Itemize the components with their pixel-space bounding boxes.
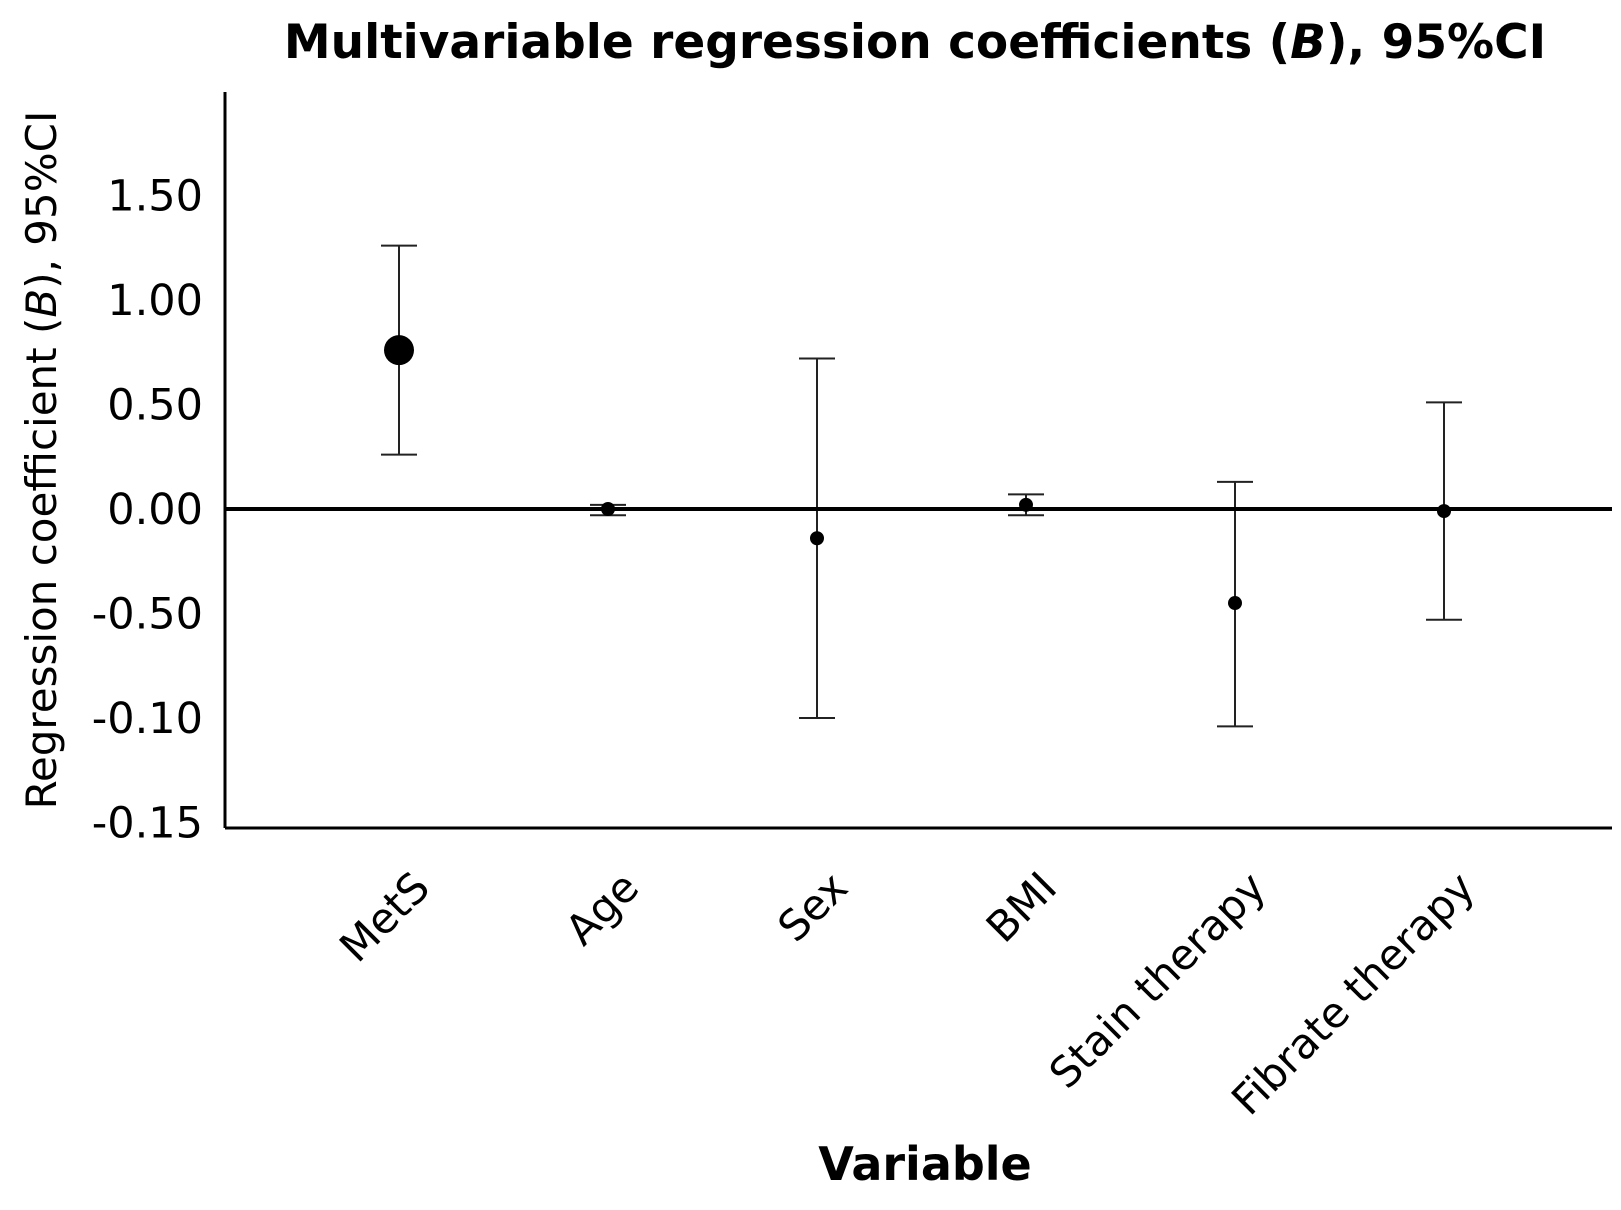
estimate-point [1228,596,1242,611]
y-tick-label: -0.10 [92,694,203,744]
y-axis-label-prefix: Regression coefficient ( [17,318,66,810]
x-tick-label: MetS [330,862,439,971]
y-tick-label: -0.50 [92,590,203,640]
estimate-points [384,335,1451,611]
estimate-point [810,531,824,546]
y-tick-label: 1.50 [107,172,203,222]
x-tick-label: Age [556,862,648,954]
y-tick-label: -0.15 [92,799,203,849]
y-axis-label: Regression coefficient (B), 95%CI [17,111,66,810]
confidence-intervals [381,244,1462,728]
estimate-point [1019,497,1033,512]
chart-title-prefix: Multivariable regression coefficients ( [284,15,1290,70]
chart-title-italic: B [1290,15,1326,70]
y-tick-labels: 1.50 1.00 0.50 0.00 -0.50 -0.10 -0.15 [92,172,203,849]
x-tick-label: BMI [977,862,1066,951]
y-tick-label: 1.00 [107,276,203,326]
x-tick-label: Stain therapy [1040,862,1275,1097]
estimate-point [601,502,615,516]
x-tick-label: Sex [768,862,857,951]
y-axis-label-suffix: ), 95%CI [17,111,66,289]
y-tick-label: 0.50 [107,381,203,431]
chart-title: Multivariable regression coefficients (B… [284,15,1546,70]
x-axis-title: Variable [818,1137,1032,1191]
y-tick-label: 0.00 [107,485,203,535]
y-axis-label-italic: B [17,289,66,318]
chart-title-suffix: ), 95%CI [1326,15,1546,70]
estimate-point [1437,504,1451,519]
estimate-point [384,335,414,366]
